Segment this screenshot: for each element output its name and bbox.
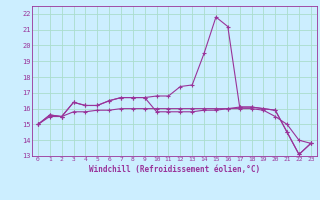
X-axis label: Windchill (Refroidissement éolien,°C): Windchill (Refroidissement éolien,°C) [89, 165, 260, 174]
